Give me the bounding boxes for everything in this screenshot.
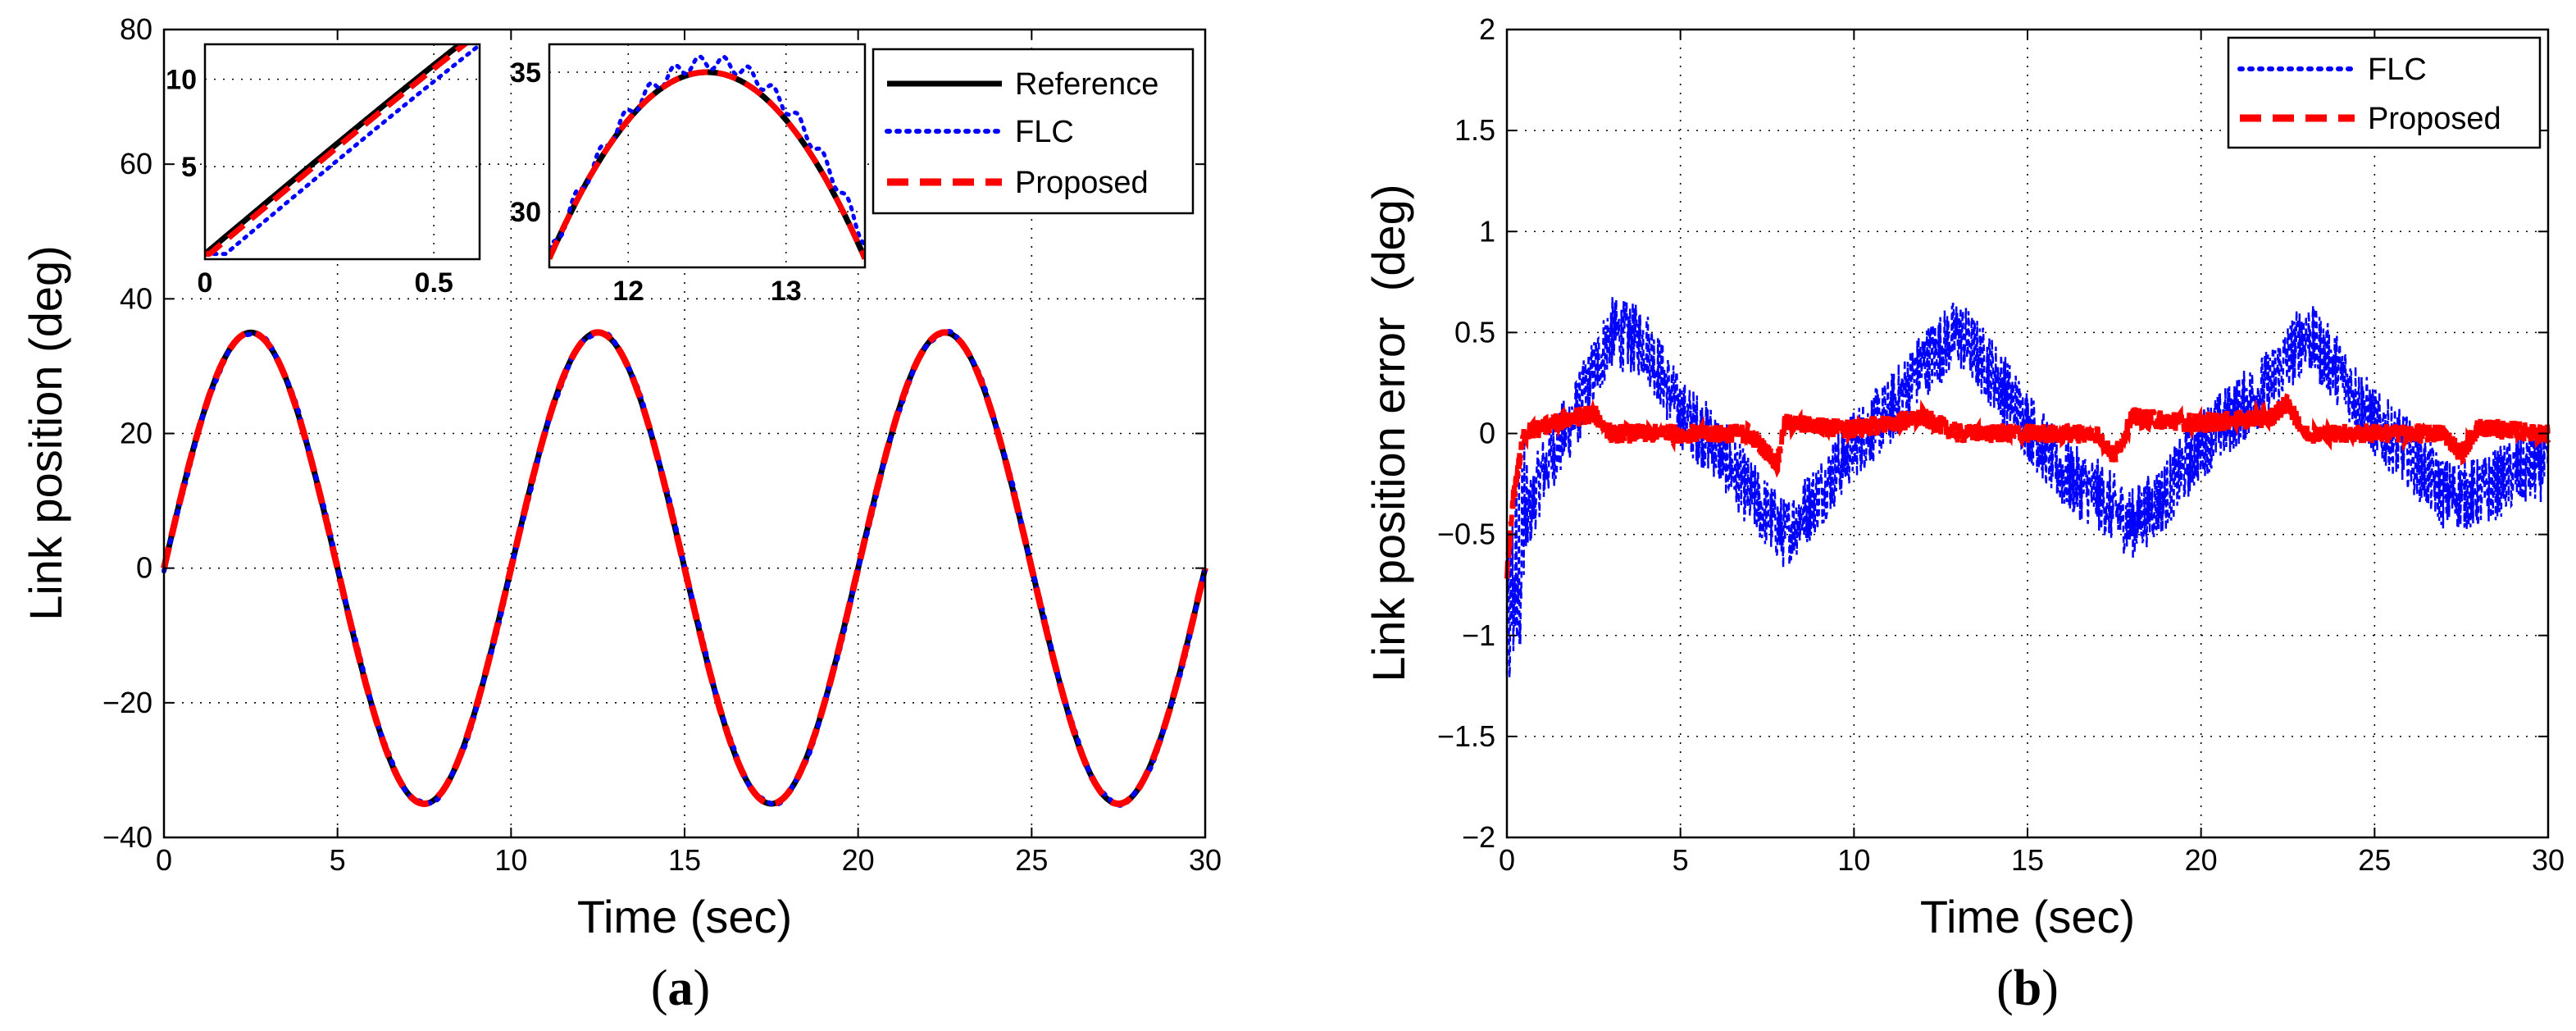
- chart-b-xlabel: Time (sec): [1920, 891, 2135, 942]
- inset-2: 12 13 30 35: [510, 43, 867, 307]
- inset-1-frame: [203, 43, 481, 261]
- chart-b-ticks: 0 5 10 15 20 25 30 −2 −1.5 −1 −0.5 0 0.5 1 1.5 2: [1437, 12, 2565, 877]
- chart-b-ytick-label: 2: [1479, 12, 1495, 46]
- chart-a: 0 5 10 15 20 25 30 −40 −20 0 20 40 60 80 0 0.5 5 10 12 13…: [20, 12, 1222, 1016]
- chart-b-xtick-label: 5: [1673, 843, 1689, 877]
- chart-a-ytick-label: 80: [120, 12, 152, 46]
- chart-b-ytick-label: −0.5: [1437, 518, 1495, 551]
- chart-b-series-flc: [1505, 297, 2550, 677]
- legend-flc-label: FLC: [1015, 115, 1074, 149]
- inset-1-series-group: [205, 44, 480, 258]
- chart-b-xtick-label: 25: [2358, 843, 2391, 877]
- chart-a-ytick-label: 40: [120, 281, 152, 315]
- chart-a-caption-close: ): [694, 960, 711, 1016]
- chart-b-ytick-label: 1: [1479, 214, 1495, 248]
- chart-b-legend: FLC Proposed: [2227, 36, 2542, 149]
- chart-a-legend: Reference FLC Proposed: [872, 48, 1195, 215]
- inset-2-ticks: 12 13 30 35: [510, 57, 801, 307]
- chart-b-ytick-label: −1.5: [1437, 719, 1495, 753]
- inset-1-grid: [204, 44, 480, 259]
- chart-a-ticks: 0 5 10 15 20 25 30 −40 −20 0 20 40 60 80: [102, 12, 1222, 877]
- inset-2-xtick-label: 13: [771, 276, 802, 307]
- chart-a-ytick-label: −40: [102, 820, 152, 854]
- chart-a-ytick-label: 0: [136, 551, 152, 585]
- chart-b-caption: (b): [1996, 960, 2059, 1016]
- chart-b-ytick-label: −2: [1462, 820, 1495, 854]
- chart-b-caption-close: ): [2041, 960, 2059, 1016]
- chart-a-xtick-label: 0: [156, 843, 172, 877]
- legend-proposed-label: Proposed: [1015, 166, 1149, 200]
- inset-1-series: [205, 44, 480, 258]
- chart-b-ylabel: Link position error (deg): [1363, 185, 1414, 682]
- inset-2-ytick-label: 35: [510, 57, 541, 89]
- chart-b-ytick-label: −1: [1462, 618, 1495, 652]
- chart-a-xtick-label: 5: [330, 843, 346, 877]
- inset-2-series-flc: [549, 54, 865, 252]
- chart-b-xtick-label: 30: [2532, 843, 2565, 877]
- chart-b-ytick-label: 1.5: [1454, 113, 1495, 147]
- chart-a-ytick-label: 20: [120, 417, 152, 450]
- inset-1-series-proposed: [205, 44, 470, 258]
- inset-1-xtick-label: 0.5: [415, 267, 453, 299]
- legend-reference-label: Reference: [1015, 67, 1158, 102]
- chart-b-xtick-label: 10: [1837, 843, 1870, 877]
- inset-2-xtick-label: 12: [612, 276, 644, 307]
- inset-1-series-flc: [205, 44, 480, 257]
- chart-a-caption: (a): [651, 960, 710, 1016]
- chart-b-xtick-label: 15: [2011, 843, 2044, 877]
- inset-1-ytick-label: 10: [166, 65, 197, 96]
- chart-a-ytick-label: −20: [102, 686, 152, 719]
- chart-a-ylabel: Link position (deg): [20, 245, 71, 621]
- inset-2-frame: [548, 43, 867, 269]
- chart-a-xtick-label: 25: [1015, 843, 1048, 877]
- chart-b: 0 5 10 15 20 25 30 −2 −1.5 −1 −0.5 0 0.5 1 1.5 2 FLC Pr…: [1363, 12, 2565, 1016]
- inset-2-series-proposed: [549, 69, 865, 260]
- legend-b-proposed-label: Proposed: [2368, 102, 2501, 136]
- inset-1: 0 0.5 5 10: [166, 43, 481, 299]
- chart-a-xtick-label: 30: [1189, 843, 1222, 877]
- inset-2-ytick-label: 30: [510, 197, 541, 228]
- inset-1-ytick-label: 5: [181, 152, 197, 183]
- chart-a-caption-open: (: [651, 960, 668, 1016]
- legend-b-flc-label: FLC: [2368, 52, 2427, 87]
- chart-a-xlabel: Time (sec): [577, 891, 792, 942]
- chart-b-xtick-label: 0: [1499, 843, 1515, 877]
- chart-b-xtick-label: 20: [2185, 843, 2218, 877]
- inset-2-series-group: [549, 54, 865, 260]
- chart-b-ytick-label: 0: [1479, 417, 1495, 450]
- chart-b-legend-box: [2227, 36, 2542, 149]
- chart-a-ytick-label: 60: [120, 147, 152, 180]
- chart-b-ytick-label: 0.5: [1454, 315, 1495, 349]
- chart-a-series-proposed: [161, 329, 1208, 808]
- chart-a-caption-letter: a: [668, 960, 694, 1016]
- inset-1-xtick-label: 0: [198, 267, 213, 299]
- chart-a-xtick-label: 15: [668, 843, 701, 877]
- chart-b-series: [1504, 297, 2551, 677]
- chart-b-caption-letter: b: [2014, 960, 2041, 1016]
- chart-b-caption-open: (: [1996, 960, 2014, 1016]
- inset-2-series: [549, 54, 865, 260]
- chart-a-series: [161, 328, 1208, 808]
- inset-2-grid: [549, 44, 865, 267]
- chart-b-series-proposed: [1504, 392, 2551, 579]
- chart-a-xtick-label: 20: [842, 843, 875, 877]
- inset-1-ticks: 0 0.5 5 10: [166, 65, 453, 299]
- chart-a-xtick-label: 10: [494, 843, 527, 877]
